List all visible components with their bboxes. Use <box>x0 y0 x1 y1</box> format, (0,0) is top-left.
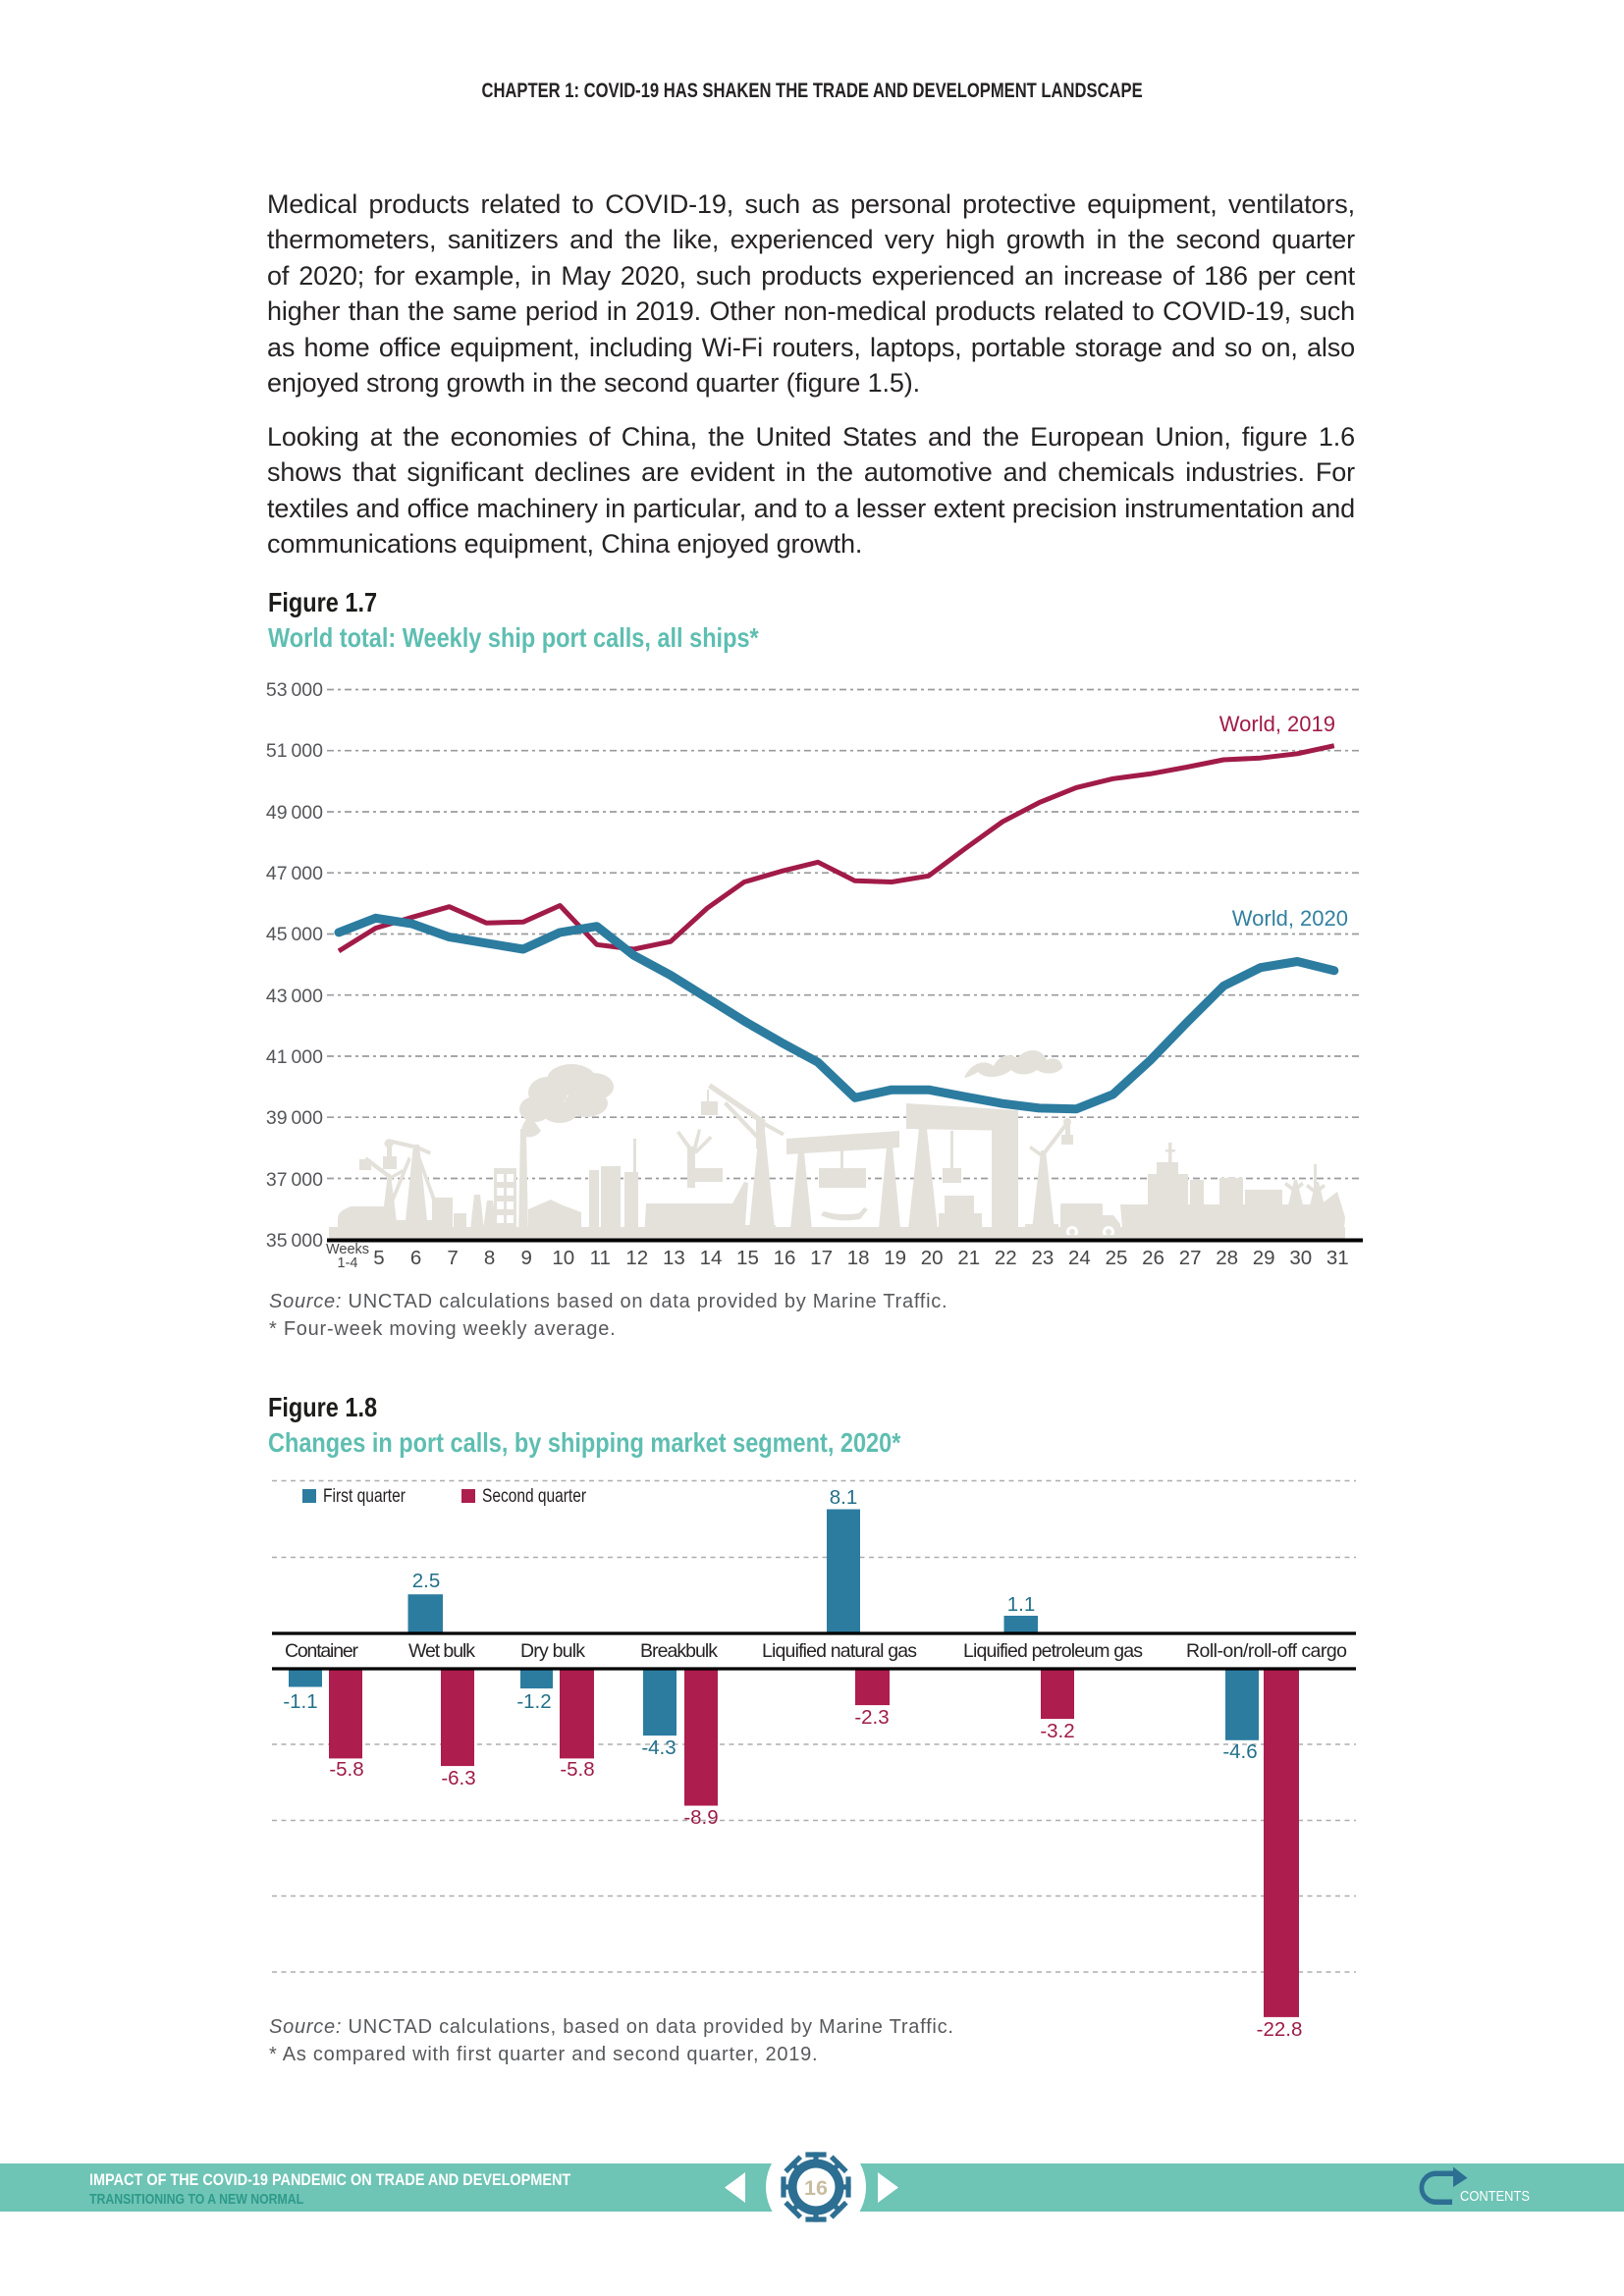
svg-text:19: 19 <box>884 1247 906 1269</box>
svg-text:10: 10 <box>552 1247 574 1269</box>
svg-text:World, 2019: World, 2019 <box>1219 712 1335 736</box>
svg-text:17: 17 <box>810 1247 833 1269</box>
svg-text:2.5: 2.5 <box>412 1570 441 1592</box>
svg-text:Wet bulk: Wet bulk <box>408 1640 475 1662</box>
svg-text:Dry bulk: Dry bulk <box>520 1640 585 1662</box>
svg-text:30: 30 <box>1289 1247 1312 1269</box>
svg-text:26: 26 <box>1142 1247 1164 1269</box>
svg-text:18: 18 <box>847 1247 870 1269</box>
svg-text:8: 8 <box>484 1247 495 1269</box>
svg-text:7: 7 <box>447 1247 458 1269</box>
svg-text:15: 15 <box>736 1247 759 1269</box>
svg-text:Roll-on/roll-off cargo: Roll-on/roll-off cargo <box>1186 1640 1347 1662</box>
svg-text:16: 16 <box>774 1247 796 1269</box>
svg-text:12: 12 <box>625 1247 648 1269</box>
svg-text:27: 27 <box>1179 1247 1202 1269</box>
svg-text:Second quarter: Second quarter <box>482 1486 587 1507</box>
svg-text:51 000: 51 000 <box>266 740 323 762</box>
svg-text:20: 20 <box>921 1247 944 1269</box>
svg-text:-2.3: -2.3 <box>854 1706 889 1729</box>
svg-text:-4.6: -4.6 <box>1222 1740 1257 1763</box>
svg-text:31: 31 <box>1326 1247 1349 1269</box>
svg-text:41 000: 41 000 <box>266 1046 323 1068</box>
svg-text:22: 22 <box>995 1247 1017 1269</box>
svg-text:Liquified petroleum gas: Liquified petroleum gas <box>963 1640 1143 1662</box>
svg-text:14: 14 <box>700 1247 723 1269</box>
svg-text:Liquified natural gas: Liquified natural gas <box>762 1640 917 1662</box>
svg-text:25: 25 <box>1106 1247 1128 1269</box>
svg-text:16: 16 <box>804 2176 828 2200</box>
svg-text:13: 13 <box>663 1247 685 1269</box>
svg-text:-5.8: -5.8 <box>329 1758 363 1781</box>
svg-text:45 000: 45 000 <box>266 924 323 945</box>
svg-text:-8.9: -8.9 <box>683 1806 718 1829</box>
svg-text:8.1: 8.1 <box>830 1486 858 1509</box>
svg-text:-1.2: -1.2 <box>516 1690 551 1713</box>
svg-text:11: 11 <box>590 1247 611 1269</box>
svg-text:-22.8: -22.8 <box>1257 2018 1303 2041</box>
svg-text:47 000: 47 000 <box>266 863 323 884</box>
svg-text:24: 24 <box>1068 1247 1091 1269</box>
svg-text:21: 21 <box>957 1247 980 1269</box>
svg-text:Breakbulk: Breakbulk <box>640 1640 718 1662</box>
svg-text:-3.2: -3.2 <box>1040 1720 1074 1742</box>
svg-text:49 000: 49 000 <box>266 802 323 824</box>
svg-text:Container: Container <box>285 1640 359 1662</box>
svg-text:29: 29 <box>1253 1247 1275 1269</box>
svg-text:6: 6 <box>410 1247 421 1269</box>
svg-text:53 000: 53 000 <box>266 679 323 701</box>
svg-text:43 000: 43 000 <box>266 986 323 1007</box>
svg-text:9: 9 <box>520 1247 531 1269</box>
svg-text:35 000: 35 000 <box>266 1230 323 1252</box>
svg-text:-4.3: -4.3 <box>641 1736 676 1759</box>
svg-text:23: 23 <box>1031 1247 1054 1269</box>
svg-text:World, 2020: World, 2020 <box>1232 906 1348 931</box>
svg-text:Weeks: Weeks <box>326 1242 369 1257</box>
svg-text:37 000: 37 000 <box>266 1169 323 1191</box>
svg-text:5: 5 <box>373 1247 384 1269</box>
svg-text:1-4: 1-4 <box>338 1255 358 1271</box>
svg-text:-6.3: -6.3 <box>441 1767 475 1789</box>
svg-text:First quarter: First quarter <box>323 1486 406 1507</box>
svg-text:39 000: 39 000 <box>266 1107 323 1129</box>
svg-text:-5.8: -5.8 <box>560 1758 594 1781</box>
svg-text:-1.1: -1.1 <box>283 1690 317 1713</box>
svg-text:28: 28 <box>1216 1247 1238 1269</box>
svg-text:1.1: 1.1 <box>1007 1593 1036 1616</box>
